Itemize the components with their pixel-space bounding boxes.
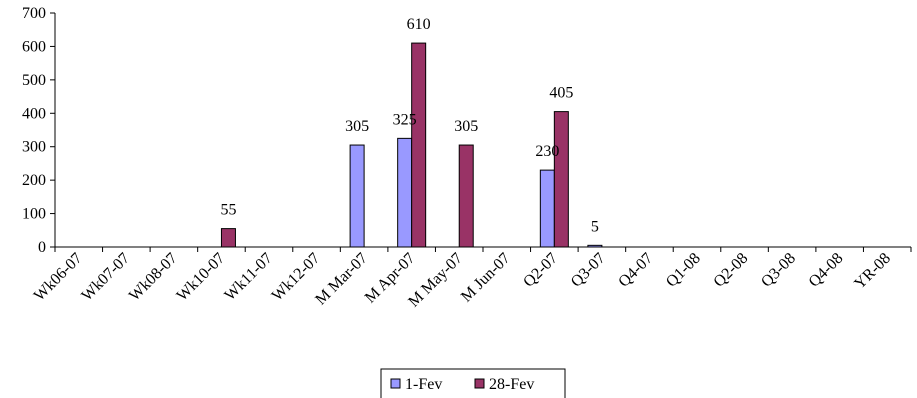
bar-28-fev-m-may-07 xyxy=(458,144,474,248)
legend-swatch xyxy=(474,378,485,389)
x-tick-label: Wk07-07 xyxy=(78,250,133,305)
x-tick-label: Q2-07 xyxy=(520,250,561,291)
bar-1-fev-q2-07 xyxy=(539,169,555,248)
bar-1-fev-m-apr-07 xyxy=(397,137,413,248)
y-tick-label: 600 xyxy=(22,38,46,55)
x-tick-label: Wk08-07 xyxy=(126,250,181,305)
y-tick-label: 200 xyxy=(22,172,46,189)
data-label: 5 xyxy=(591,218,599,235)
data-label: 610 xyxy=(407,16,431,33)
bars xyxy=(220,42,603,248)
x-tick-label: Q3-07 xyxy=(568,250,609,291)
y-tick-label: 300 xyxy=(22,139,46,156)
bar-28-fev-q2-07 xyxy=(553,111,569,248)
y-tick-label: 500 xyxy=(22,72,46,89)
data-label: 230 xyxy=(535,143,559,160)
data-label: 405 xyxy=(549,85,573,102)
data-label: 305 xyxy=(345,118,369,135)
bar-1-fev-m-mar-07 xyxy=(349,144,365,248)
data-label: 55 xyxy=(220,202,236,219)
y-tick-label: 400 xyxy=(22,105,46,122)
x-axis: Wk06-07Wk07-07Wk08-07Wk10-07Wk11-07Wk12-… xyxy=(31,246,912,311)
data-label: 305 xyxy=(454,118,478,135)
bar-28-fev-m-apr-07 xyxy=(411,42,427,248)
bar-1-fev-q3-07 xyxy=(587,244,603,248)
x-tick-label: Wk06-07 xyxy=(31,250,86,305)
x-tick-label: YR-08 xyxy=(851,250,894,293)
x-tick-label: Wk10-07 xyxy=(174,250,229,305)
y-tick-label: 700 xyxy=(22,5,46,22)
y-axis: 0 100 200 300 400 500 600 700 xyxy=(22,5,56,256)
legend-swatch xyxy=(390,378,401,389)
legend-box xyxy=(380,368,566,398)
x-tick-label: Q2-08 xyxy=(710,250,751,291)
x-tick-label: Q4-07 xyxy=(615,250,656,291)
legend: 1-Fev 28-Fev xyxy=(380,368,566,398)
data-labels: 55 305 325 610 305 230 405 5 xyxy=(220,16,598,235)
x-tick-label: Q3-08 xyxy=(758,250,799,291)
x-tick-label: M Mar-07 xyxy=(312,250,371,309)
x-tick-label: Q4-08 xyxy=(806,250,847,291)
x-tick-label: Q1-08 xyxy=(663,250,704,291)
data-label: 325 xyxy=(393,111,417,128)
x-tick-label: M Jun-07 xyxy=(458,250,514,306)
y-tick-label: 100 xyxy=(22,206,46,223)
y-tick-label: 0 xyxy=(38,239,46,256)
legend-label: 28-Fev xyxy=(489,376,534,393)
legend-label: 1-Fev xyxy=(405,376,442,393)
x-tick-label: Wk11-07 xyxy=(221,250,275,304)
bar-28-fev-wk10-07 xyxy=(220,228,236,248)
